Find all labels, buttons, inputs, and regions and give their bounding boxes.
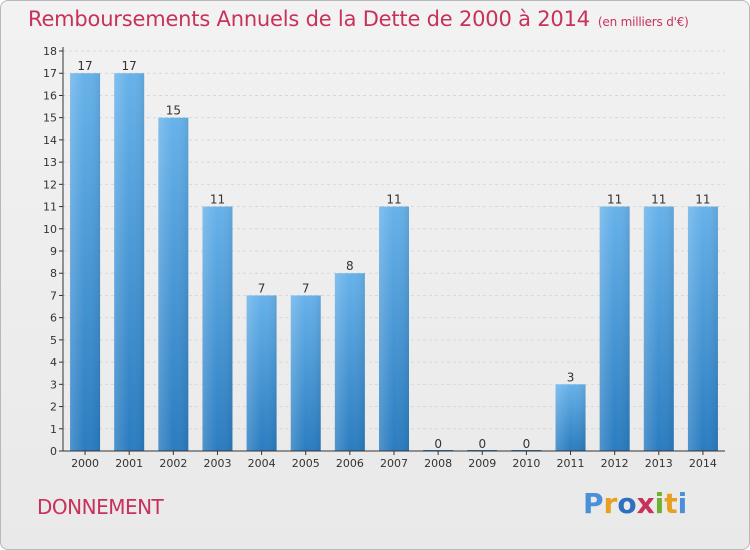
- y-tick-label: 6: [50, 312, 57, 325]
- x-tick-label: 2002: [159, 457, 187, 470]
- logo-letter: P: [583, 487, 604, 520]
- data-label: 0: [478, 437, 486, 451]
- bar-shine: [70, 73, 101, 451]
- y-tick-label: 2: [50, 401, 57, 414]
- x-tick-label: 2010: [512, 457, 540, 470]
- x-tick-label: 2005: [292, 457, 320, 470]
- chart-title: Remboursements Annuels de la Dette de 20…: [28, 7, 689, 31]
- y-tick-label: 8: [50, 267, 57, 280]
- data-label: 7: [258, 281, 266, 295]
- data-label: 15: [166, 104, 181, 118]
- data-label: 7: [302, 281, 310, 295]
- y-tick-label: 15: [43, 112, 57, 125]
- bar-shine: [643, 206, 674, 451]
- x-tick-label: 2009: [468, 457, 496, 470]
- x-tick-label: 2011: [557, 457, 585, 470]
- logo-letter: i: [677, 487, 688, 520]
- proxiti-logo[interactable]: Proxiti: [583, 487, 687, 520]
- data-label: 17: [77, 59, 92, 73]
- y-tick-label: 3: [50, 378, 57, 391]
- x-tick-label: 2006: [336, 457, 364, 470]
- logo-letter: x: [636, 487, 655, 520]
- bar-shine: [158, 117, 189, 452]
- commune-name: DONNEMENT: [37, 495, 164, 519]
- chart-title-text: Remboursements Annuels de la Dette de 20…: [28, 7, 590, 31]
- y-tick-label: 0: [50, 445, 57, 458]
- logo-letter: t: [664, 487, 678, 520]
- data-label: 11: [651, 193, 666, 207]
- y-tick-label: 9: [50, 245, 57, 258]
- y-tick-label: 17: [43, 67, 57, 80]
- y-tick-label: 14: [43, 134, 57, 147]
- x-tick-label: 2013: [645, 457, 673, 470]
- bar-shine: [202, 206, 233, 451]
- x-tick-label: 2014: [689, 457, 717, 470]
- bar-shine: [687, 206, 718, 451]
- y-tick-label: 5: [50, 334, 57, 347]
- y-tick-label: 10: [43, 223, 57, 236]
- data-label: 11: [210, 193, 225, 207]
- logo-letter: o: [617, 487, 637, 520]
- x-tick-label: 2007: [380, 457, 408, 470]
- bar-shine: [555, 384, 586, 451]
- y-tick-label: 1: [50, 423, 57, 436]
- y-tick-label: 12: [43, 178, 57, 191]
- bar-shine: [334, 273, 365, 451]
- data-label: 11: [695, 193, 710, 207]
- bar-shine: [290, 295, 321, 451]
- data-label: 11: [607, 193, 622, 207]
- bar-shine: [379, 206, 409, 451]
- x-tick-label: 2012: [601, 457, 629, 470]
- y-tick-label: 7: [50, 289, 57, 302]
- y-tick-label: 11: [43, 201, 57, 214]
- data-label: 8: [346, 259, 354, 273]
- data-label: 3: [567, 370, 575, 384]
- y-tick-label: 16: [43, 89, 57, 102]
- x-tick-label: 2001: [115, 457, 143, 470]
- data-label: 11: [386, 193, 401, 207]
- logo-letter: r: [603, 487, 618, 520]
- y-tick-label: 4: [50, 356, 57, 369]
- y-tick-label: 18: [43, 45, 57, 58]
- logo-letter: i: [654, 487, 665, 520]
- x-tick-label: 2004: [248, 457, 276, 470]
- bar-shine: [114, 73, 145, 451]
- chart-unit: (en milliers d'€): [597, 15, 689, 29]
- x-tick-label: 2000: [71, 457, 99, 470]
- data-label: 17: [122, 59, 137, 73]
- x-tick-label: 2003: [203, 457, 231, 470]
- bar-shine: [246, 295, 277, 451]
- data-label: 0: [523, 437, 531, 451]
- x-tick-label: 2008: [424, 457, 452, 470]
- y-tick-label: 13: [43, 156, 57, 169]
- bar-shine: [599, 206, 630, 451]
- data-label: 0: [434, 437, 442, 451]
